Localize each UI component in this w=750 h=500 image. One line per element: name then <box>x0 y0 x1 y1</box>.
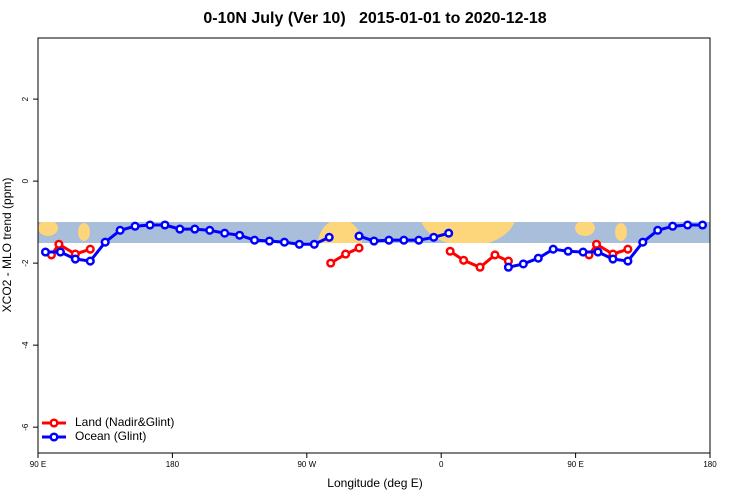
data-point <box>249 235 260 245</box>
data-point <box>697 220 708 230</box>
y-tick-label: -4 <box>21 341 30 349</box>
x-tick-label: 180 <box>166 460 180 469</box>
y-tick-label: -6 <box>21 423 30 431</box>
data-point <box>235 230 245 240</box>
data-point <box>490 250 500 260</box>
data-point <box>608 254 618 264</box>
x-tick-label: 90 E <box>30 460 46 469</box>
plot-frame <box>37 37 711 454</box>
y-axis-label: XCO2 - MLO trend (ppm) <box>0 178 14 313</box>
data-point <box>459 255 469 265</box>
data-point <box>593 247 603 257</box>
data-point <box>623 244 633 254</box>
y-tick-label: -2 <box>21 259 30 267</box>
data-point <box>591 239 602 249</box>
data-point <box>354 243 364 253</box>
data-point <box>294 239 304 249</box>
x-tick-label: 0 <box>439 460 444 469</box>
ocean-band <box>38 222 710 243</box>
data-point <box>533 253 543 263</box>
data-point <box>578 247 588 257</box>
data-point <box>563 246 573 256</box>
data-point <box>475 262 485 272</box>
x-tick-label: 180 <box>703 460 717 469</box>
data-point <box>279 237 289 247</box>
land-blob <box>78 223 90 241</box>
data-point <box>160 220 170 230</box>
data-point <box>503 262 513 272</box>
land-blob <box>575 222 595 236</box>
data-point <box>54 239 64 249</box>
data-point <box>445 246 455 256</box>
data-point <box>326 258 336 268</box>
data-point <box>399 235 409 245</box>
data-point <box>145 220 155 230</box>
land-blob <box>318 222 362 243</box>
y-tick-label: 2 <box>21 96 30 101</box>
chart-title: 0-10N July (Ver 10) 2015-01-01 to 2020-1… <box>203 10 546 27</box>
data-point <box>341 249 351 259</box>
x-axis-label: Longitude (deg E) <box>327 476 422 490</box>
data-point <box>414 235 424 245</box>
data-point <box>384 235 394 245</box>
land-blob <box>615 223 627 241</box>
land-blob <box>421 222 515 243</box>
data-point <box>205 225 215 235</box>
data-point <box>55 247 65 257</box>
data-point <box>100 237 110 247</box>
map-strip <box>38 222 710 243</box>
data-point <box>623 256 633 266</box>
data-point <box>354 231 364 241</box>
data-point <box>70 254 80 264</box>
data-point <box>85 244 95 254</box>
data-point <box>683 220 693 230</box>
legend-label: Ocean (Glint) <box>75 429 146 443</box>
land-blob <box>38 222 58 236</box>
data-point <box>638 237 648 247</box>
data-point <box>85 256 95 266</box>
x-tick-label: 90 E <box>567 460 583 469</box>
data-point <box>548 244 558 254</box>
data-point <box>324 232 334 242</box>
data-point <box>175 224 185 234</box>
series <box>40 220 708 272</box>
data-point <box>220 228 230 238</box>
data-point <box>369 236 379 246</box>
data-point <box>190 224 200 234</box>
data-point <box>130 221 140 231</box>
data-point <box>40 247 51 257</box>
data-point <box>115 225 125 235</box>
x-tick-label: 90 W <box>297 460 316 469</box>
legend-label: Land (Nadir&Glint) <box>75 415 174 429</box>
legend-marker <box>49 418 59 428</box>
data-point <box>444 228 454 238</box>
legend-marker <box>49 432 59 442</box>
data-point <box>429 232 439 242</box>
legend: Land (Nadir&Glint)Ocean (Glint) <box>42 415 174 443</box>
y-tick-label: 0 <box>21 178 30 183</box>
data-point <box>309 239 319 249</box>
data-point <box>668 221 678 231</box>
data-point <box>653 225 663 235</box>
data-point <box>264 236 275 246</box>
data-point <box>518 259 528 269</box>
